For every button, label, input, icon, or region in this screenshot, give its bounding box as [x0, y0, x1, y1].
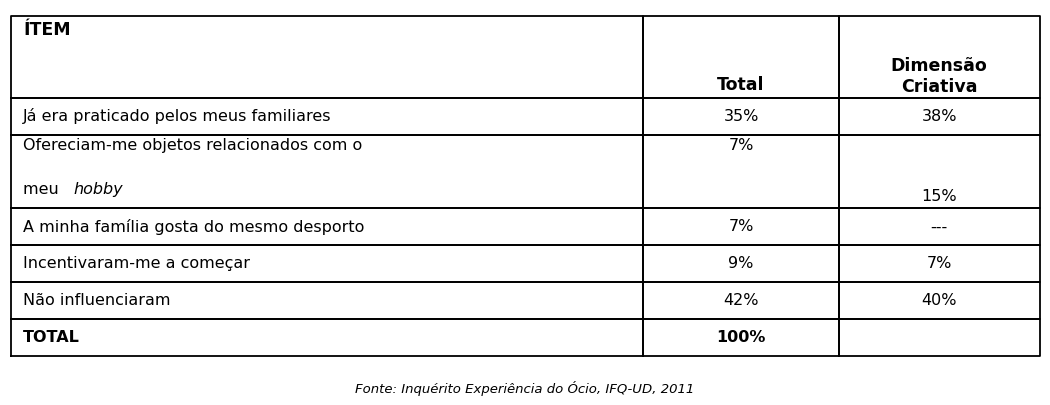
Text: 7%: 7% — [729, 138, 754, 153]
Text: Incentivaram-me a começar: Incentivaram-me a começar — [23, 256, 250, 271]
Text: Não influenciaram: Não influenciaram — [23, 294, 170, 309]
Text: Dimensão
Criativa: Dimensão Criativa — [890, 57, 988, 96]
Text: TOTAL: TOTAL — [23, 330, 80, 345]
Text: 9%: 9% — [729, 256, 754, 271]
Text: meu: meu — [23, 183, 64, 198]
Text: Já era praticado pelos meus familiares: Já era praticado pelos meus familiares — [23, 108, 332, 124]
Text: ÍTEM: ÍTEM — [23, 21, 70, 39]
Text: Total: Total — [717, 75, 764, 94]
Text: ---: --- — [930, 220, 948, 234]
Text: Ofereciam-me objetos relacionados com o: Ofereciam-me objetos relacionados com o — [23, 138, 362, 153]
Text: 100%: 100% — [716, 330, 765, 345]
Text: 7%: 7% — [729, 220, 754, 234]
Text: 35%: 35% — [723, 109, 759, 124]
Text: 15%: 15% — [921, 190, 957, 205]
Text: 38%: 38% — [922, 109, 957, 124]
Text: Fonte: Inquérito Experiência do Ócio, IFQ-UD, 2011: Fonte: Inquérito Experiência do Ócio, IF… — [355, 381, 695, 396]
Text: A minha família gosta do mesmo desporto: A minha família gosta do mesmo desporto — [23, 219, 364, 235]
Text: 42%: 42% — [723, 294, 759, 309]
Text: 40%: 40% — [922, 294, 957, 309]
Text: 7%: 7% — [926, 256, 952, 271]
Text: hobby: hobby — [74, 183, 123, 198]
